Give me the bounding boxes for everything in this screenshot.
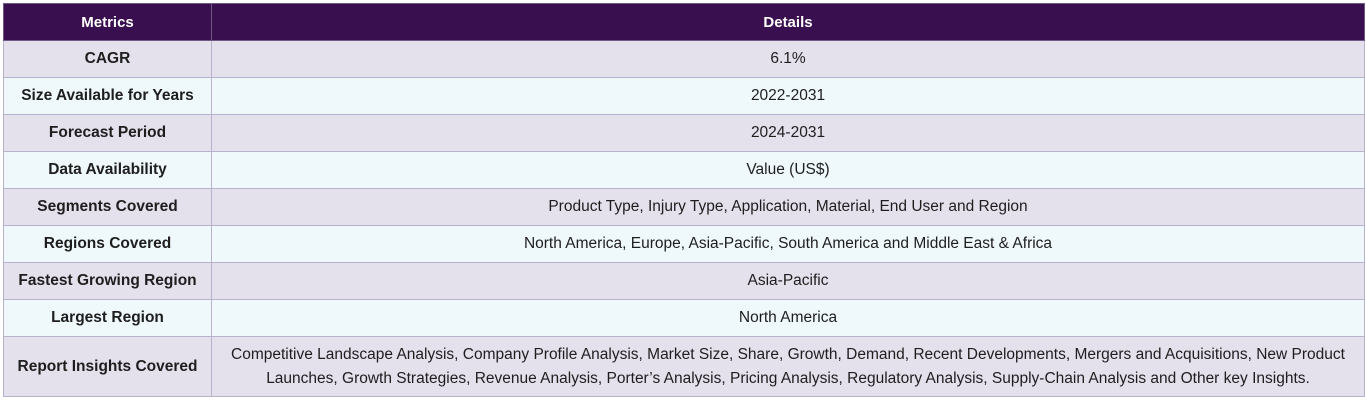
metric-cell: Data Availability <box>3 151 212 189</box>
metric-cell: Report Insights Covered <box>3 336 212 397</box>
metrics-column-header: Metrics <box>3 3 212 41</box>
metrics-table: Metrics Details CAGR 6.1% Size Available… <box>3 3 1365 397</box>
table-row: Size Available for Years 2022-2031 <box>3 77 1365 115</box>
table-row: CAGR 6.1% <box>3 40 1365 78</box>
details-column-header: Details <box>211 3 1365 41</box>
table-row: Regions Covered North America, Europe, A… <box>3 225 1365 263</box>
table-row: Segments Covered Product Type, Injury Ty… <box>3 188 1365 226</box>
metric-cell: CAGR <box>3 40 212 78</box>
metric-cell: Largest Region <box>3 299 212 337</box>
metric-cell: Forecast Period <box>3 114 212 152</box>
details-cell: Value (US$) <box>211 151 1365 189</box>
metric-cell: Segments Covered <box>3 188 212 226</box>
details-cell: Competitive Landscape Analysis, Company … <box>211 336 1365 397</box>
details-cell: North America, Europe, Asia-Pacific, Sou… <box>211 225 1365 263</box>
table-row: Largest Region North America <box>3 299 1365 337</box>
metric-cell: Fastest Growing Region <box>3 262 212 300</box>
details-cell: North America <box>211 299 1365 337</box>
details-cell: 2022-2031 <box>211 77 1365 115</box>
table-row: Forecast Period 2024-2031 <box>3 114 1365 152</box>
table-row: Report Insights Covered Competitive Land… <box>3 336 1365 397</box>
table-header-row: Metrics Details <box>3 3 1365 41</box>
details-cell: 6.1% <box>211 40 1365 78</box>
details-cell: Product Type, Injury Type, Application, … <box>211 188 1365 226</box>
table-row: Data Availability Value (US$) <box>3 151 1365 189</box>
details-cell: 2024-2031 <box>211 114 1365 152</box>
metric-cell: Regions Covered <box>3 225 212 263</box>
metric-cell: Size Available for Years <box>3 77 212 115</box>
details-cell: Asia-Pacific <box>211 262 1365 300</box>
table-row: Fastest Growing Region Asia-Pacific <box>3 262 1365 300</box>
